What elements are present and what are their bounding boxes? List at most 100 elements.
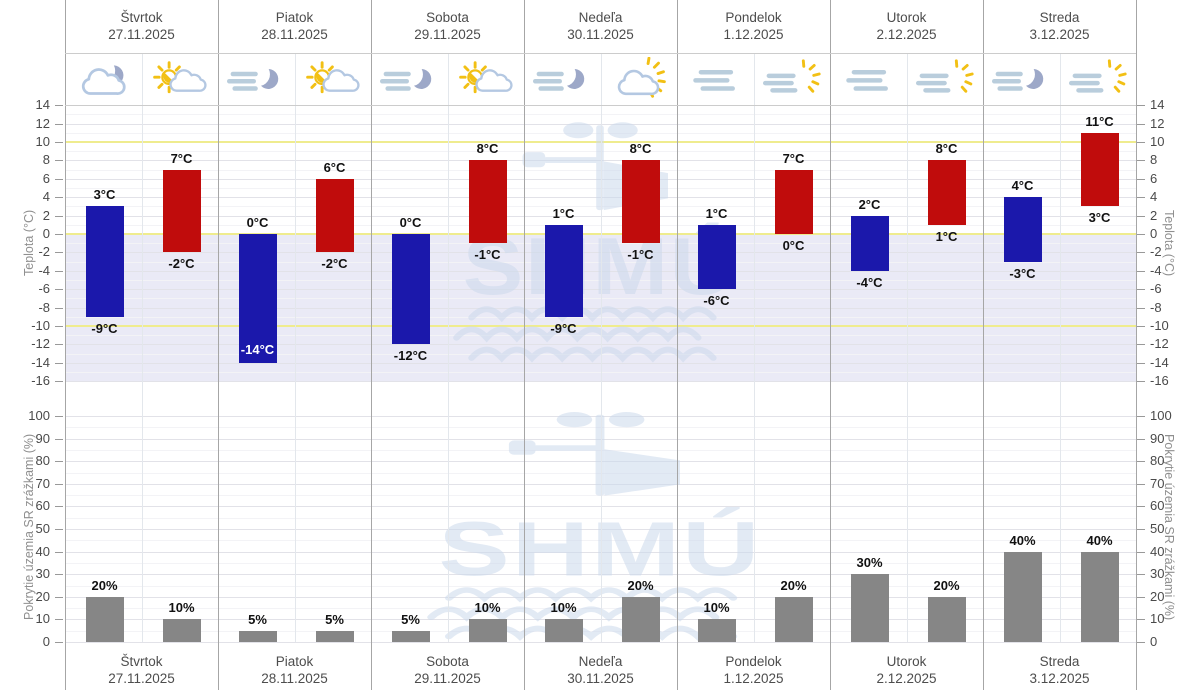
precip-axis-tick-label: 40 [1150, 544, 1165, 559]
precip-axis-tick-label: 10 [1150, 611, 1165, 626]
max-temp-bar [621, 160, 660, 244]
precip-axis-tick-label: 50 [35, 521, 50, 536]
precip-axis-tick-right [1137, 529, 1145, 530]
min-temp-bar [544, 224, 583, 317]
temp-major-gridline [65, 124, 1136, 125]
temp-axis-tick-label: 4 [1150, 189, 1158, 204]
max-temp-bar [774, 169, 813, 234]
temp-min-value-label: -6°C [703, 293, 730, 309]
min-temp-bar [85, 206, 124, 317]
temp-axis-tick-left [55, 197, 63, 198]
precip-axis-tick-left [55, 416, 63, 417]
temp-axis-tick-label: -6 [38, 281, 50, 296]
temp-max-value-label: 7°C [782, 150, 805, 166]
day-separator [371, 0, 372, 690]
precip-axis-tick-left [55, 529, 63, 530]
temp-minor-gridline [65, 298, 1136, 299]
temp-axis-tick-right [1137, 252, 1145, 253]
temp-highlight-gridline [65, 325, 1136, 327]
day-date-label: 30.11.2025 [567, 671, 634, 686]
temp-minor-gridline [65, 114, 1136, 115]
precip-major-gridline [65, 574, 1136, 575]
precip-axis-tick-left [55, 552, 63, 553]
precip-axis-tick-label: 30 [1150, 566, 1165, 581]
temp-axis-tick-label: -2 [1150, 244, 1162, 259]
precip-bar [544, 619, 583, 642]
temp-axis-tick-right [1137, 234, 1145, 235]
day-separator [830, 0, 831, 690]
day-date-label: 29.11.2025 [414, 27, 481, 42]
precip-bar [468, 619, 507, 642]
precip-axis-tick-label: 10 [35, 611, 50, 626]
temp-axis-tick-label: 10 [1150, 134, 1165, 149]
temp-max-value-label: 0°C [246, 215, 269, 230]
precip-minor-gridline [65, 518, 1136, 519]
temp-axis-tick-left [55, 252, 63, 253]
temp-axis-tick-label: -8 [1150, 300, 1162, 315]
temp-min-value-label: -12°C [393, 348, 428, 364]
precip-axis-tick-right [1137, 416, 1145, 417]
day-header: Utorok 2.12.2025 [830, 9, 983, 43]
min-temp-bar [850, 215, 889, 271]
temp-axis-tick-label: -8 [38, 300, 50, 315]
temp-axis-tick-left [55, 142, 63, 143]
temp-axis-tick-left [55, 216, 63, 217]
sun-cloud-icon [295, 54, 372, 104]
day-separator [524, 0, 525, 690]
day-name-label: Sobota [426, 654, 469, 669]
temp-major-gridline [65, 344, 1136, 345]
temp-minor-gridline [65, 372, 1136, 373]
max-temp-bar [315, 178, 354, 253]
precip-axis-tick-label: 60 [1150, 498, 1165, 513]
precip-axis-tick-left [55, 506, 63, 507]
precip-minor-gridline [65, 586, 1136, 587]
day-footer: Utorok 2.12.2025 [830, 653, 983, 687]
temp-min-value-label: -4°C [856, 274, 883, 290]
day-date-label: 1.12.2025 [723, 27, 784, 42]
temp-axis-tick-left [55, 326, 63, 327]
day-date-label: 3.12.2025 [1029, 27, 1090, 42]
max-temp-bar [927, 160, 966, 225]
precip-value-label: 40% [1086, 532, 1113, 548]
precip-bar [1003, 551, 1042, 642]
day-footer: Sobota 29.11.2025 [371, 653, 524, 687]
temp-min-value-label: 1°C [935, 228, 958, 244]
temp-axis-tick-left [55, 308, 63, 309]
temp-max-value-label: 1°C [552, 205, 575, 221]
temp-major-gridline [65, 289, 1136, 290]
precip-axis-tick-label: 40 [35, 544, 50, 559]
temp-axis-tick-right [1137, 344, 1145, 345]
temp-axis-tick-label: -12 [31, 336, 50, 351]
day-date-label: 3.12.2025 [1029, 671, 1090, 686]
max-temp-bar [1080, 132, 1119, 207]
temp-min-value-label: -1°C [627, 247, 654, 263]
temp-axis-tick-label: 0 [1150, 226, 1158, 241]
day-separator [218, 0, 219, 690]
temp-axis-tick-label: -10 [1150, 318, 1169, 333]
day-date-label: 29.11.2025 [414, 671, 481, 686]
temp-axis-tick-left [55, 160, 63, 161]
precip-value-label: 20% [933, 577, 960, 593]
temp-axis-tick-right [1137, 363, 1145, 364]
temp-axis-tick-right [1137, 124, 1145, 125]
fog-moon-icon [524, 54, 601, 104]
precip-value-label: 5% [401, 611, 420, 627]
temp-max-value-label: 11°C [1085, 113, 1114, 129]
precip-axis-tick-left [55, 484, 63, 485]
fog-sun-icon [754, 54, 831, 104]
precip-bar [85, 596, 124, 642]
precip-value-label: 10% [703, 600, 730, 616]
precip-axis-tick-right [1137, 506, 1145, 507]
day-separator [1136, 0, 1137, 690]
temp-max-value-label: 6°C [323, 159, 346, 175]
max-temp-bar [468, 160, 507, 244]
temp-min-value-label: -2°C [168, 256, 195, 272]
temp-minor-gridline [65, 243, 1136, 244]
min-temp-bar [1003, 197, 1042, 262]
temp-axis-tick-right [1137, 179, 1145, 180]
precip-major-gridline [65, 552, 1136, 553]
precip-axis-tick-label: 70 [1150, 476, 1165, 491]
precip-axis-tick-left [55, 597, 63, 598]
precip-axis-tick-left [55, 574, 63, 575]
day-name-label: Piatok [275, 10, 314, 25]
